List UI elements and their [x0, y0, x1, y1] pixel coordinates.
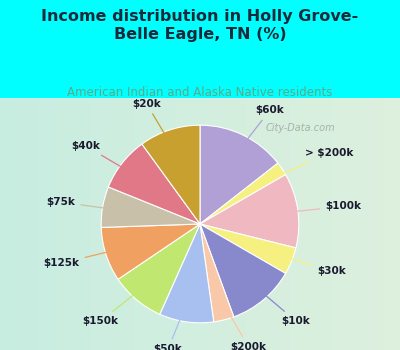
- Text: American Indian and Alaska Native residents: American Indian and Alaska Native reside…: [67, 86, 333, 99]
- Wedge shape: [200, 125, 278, 224]
- Wedge shape: [160, 224, 214, 323]
- Text: $150k: $150k: [83, 280, 152, 326]
- Wedge shape: [101, 224, 200, 279]
- Wedge shape: [200, 163, 286, 224]
- Text: Income distribution in Holly Grove-
Belle Eagle, TN (%): Income distribution in Holly Grove- Bell…: [41, 9, 359, 42]
- Text: City-Data.com: City-Data.com: [265, 123, 335, 133]
- Wedge shape: [200, 175, 299, 248]
- Wedge shape: [118, 224, 200, 314]
- Wedge shape: [142, 125, 200, 224]
- Text: > $200k: > $200k: [262, 148, 353, 183]
- Wedge shape: [200, 224, 296, 273]
- Text: $75k: $75k: [46, 197, 127, 211]
- Wedge shape: [200, 224, 234, 322]
- Text: $50k: $50k: [154, 297, 189, 350]
- Text: $40k: $40k: [72, 141, 142, 179]
- Wedge shape: [200, 224, 286, 317]
- Text: $30k: $30k: [269, 252, 346, 276]
- Wedge shape: [101, 187, 200, 228]
- Wedge shape: [108, 144, 200, 224]
- Text: $125k: $125k: [44, 247, 130, 268]
- Text: $100k: $100k: [273, 201, 361, 214]
- Text: $20k: $20k: [132, 99, 176, 154]
- Text: $200k: $200k: [219, 295, 267, 350]
- Text: $10k: $10k: [248, 280, 310, 326]
- Text: $60k: $60k: [233, 105, 284, 158]
